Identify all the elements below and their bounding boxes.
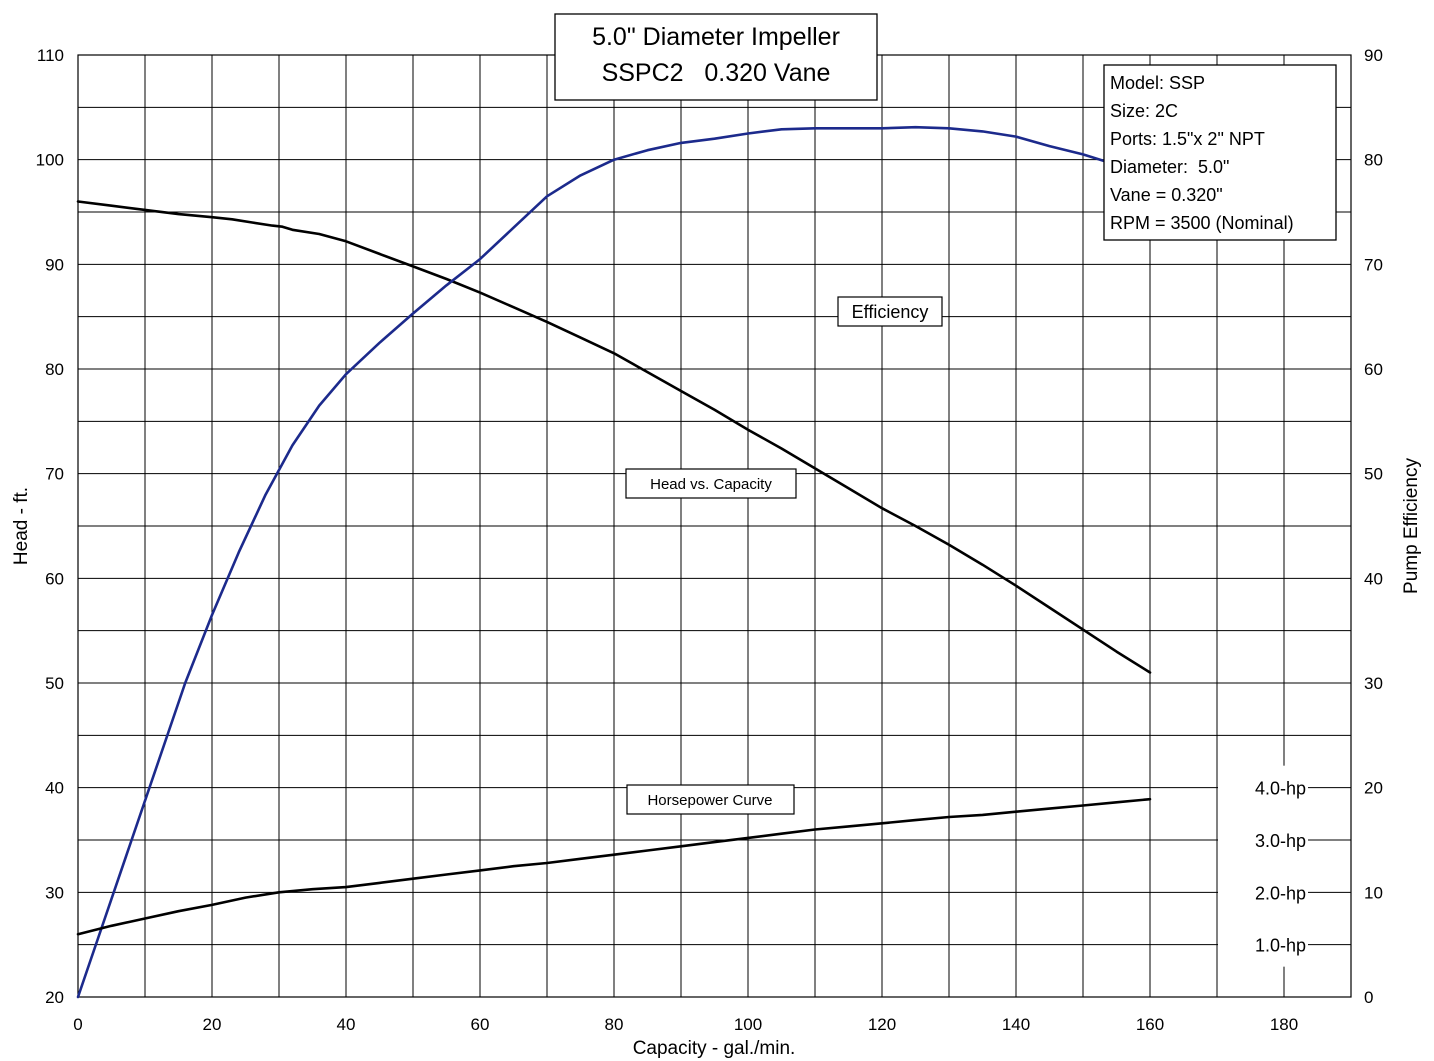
info-vane: Vane = 0.320": [1110, 185, 1223, 205]
horsepower-callout-label: Horsepower Curve: [647, 792, 772, 809]
horsepower-callout: Horsepower Curve: [626, 784, 795, 815]
info-size: Size: 2C: [1110, 101, 1178, 121]
y2-tick-label: 70: [1364, 255, 1383, 274]
y-tick-label: 90: [45, 255, 64, 274]
head-capacity-curve: [76, 200, 1152, 674]
x-tick-label: 180: [1270, 1015, 1298, 1034]
x-tick-label: 120: [868, 1015, 896, 1034]
efficiency-curve: [76, 125, 1152, 999]
info-ports: Ports: 1.5"x 2" NPT: [1110, 129, 1265, 149]
hp-label-1: 1.0-hp: [1255, 936, 1306, 956]
y2-tick-label: 50: [1364, 465, 1383, 484]
head-callout-label: Head vs. Capacity: [650, 476, 772, 493]
x-tick-label: 0: [73, 1015, 82, 1034]
y2-tick-label: 80: [1364, 151, 1383, 170]
info-diameter: Diameter: 5.0": [1110, 157, 1229, 177]
hp-label-3: 3.0-hp: [1255, 831, 1306, 851]
y2-tick-label: 90: [1364, 46, 1383, 65]
efficiency-callout-label: Efficiency: [852, 302, 929, 322]
series-layer: [76, 125, 1152, 999]
y2-tick-label: 0: [1364, 988, 1373, 1007]
x-tick-label: 140: [1002, 1015, 1030, 1034]
y2-tick-labels: 0 10 20 30 40 50 60 70 80 90: [1364, 46, 1383, 1007]
y-tick-label: 70: [45, 465, 64, 484]
pump-info-frame: [1103, 64, 1337, 241]
info-model: Model: SSP: [1110, 73, 1205, 93]
y-axis-title: Head - ft.: [11, 487, 32, 565]
chart-title-line-1: 5.0" Diameter Impeller: [592, 23, 840, 51]
y-tick-labels: 20 30 40 50 60 70 80 90 100 110: [36, 46, 64, 1007]
x-tick-label: 60: [471, 1015, 490, 1034]
y-tick-label: 60: [45, 569, 64, 588]
head-callout: Head vs. Capacity: [625, 468, 797, 499]
x-tick-label: 80: [605, 1015, 624, 1034]
pump-info-box: Model: SSP Size: 2C Ports: 1.5"x 2" NPT …: [1103, 64, 1337, 241]
x-tick-labels: 0 20 40 60 80 100 120 140 160 180: [73, 1015, 1298, 1034]
y2-tick-label: 40: [1364, 569, 1383, 588]
horsepower-callout-frame: [626, 784, 795, 815]
horsepower-scale-background: [1218, 765, 1308, 967]
horsepower-scale: 4.0-hp 3.0-hp 2.0-hp 1.0-hp: [1218, 765, 1308, 967]
efficiency-callout: Efficiency: [837, 296, 943, 327]
x-axis-title: Capacity - gal./min.: [633, 1038, 796, 1059]
chart-title-frame: [554, 13, 878, 101]
x-tick-label: 100: [734, 1015, 762, 1034]
y-tick-label: 100: [36, 151, 64, 170]
hp-label-4: 4.0-hp: [1255, 779, 1306, 799]
y-tick-label: 110: [37, 46, 64, 65]
y2-tick-label: 10: [1364, 883, 1383, 902]
x-tick-label: 160: [1136, 1015, 1164, 1034]
info-rpm: RPM = 3500 (Nominal): [1110, 213, 1294, 233]
y-tick-label: 50: [45, 674, 64, 693]
x-tick-label: 40: [337, 1015, 356, 1034]
hp-label-2: 2.0-hp: [1255, 883, 1306, 903]
y2-tick-label: 60: [1364, 360, 1383, 379]
y-tick-label: 40: [45, 779, 64, 798]
y2-tick-label: 30: [1364, 674, 1383, 693]
y2-axis-title: Pump Efficiency: [1401, 458, 1422, 594]
chart-title-box: 5.0" Diameter Impeller SSPC2 0.320 Vane: [554, 13, 878, 101]
chart-title-line-2: SSPC2 0.320 Vane: [602, 59, 831, 87]
y2-tick-label: 20: [1364, 779, 1383, 798]
y-tick-label: 30: [45, 883, 64, 902]
y-tick-label: 20: [45, 988, 64, 1007]
x-tick-label: 20: [203, 1015, 222, 1034]
horsepower-curve: [76, 797, 1152, 936]
y-tick-label: 80: [45, 360, 64, 379]
efficiency-callout-frame: [837, 296, 943, 327]
head-callout-frame: [625, 468, 797, 499]
